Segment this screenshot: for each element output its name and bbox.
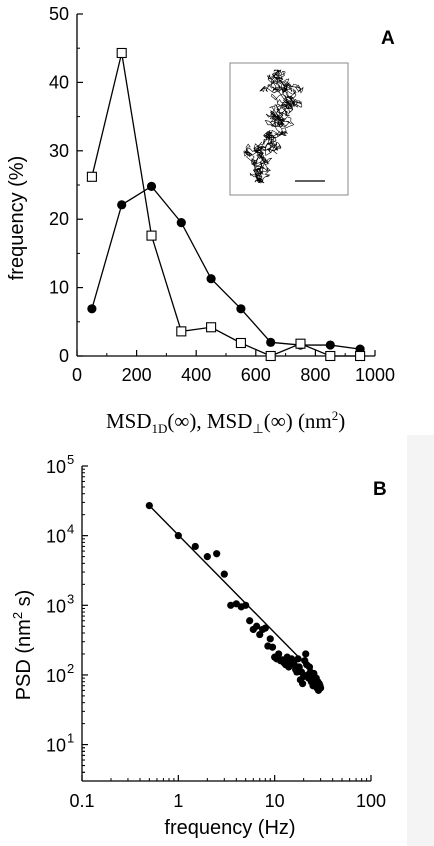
filled-circle-point — [176, 218, 186, 228]
filled-circle-point — [87, 304, 97, 314]
panel-b-data-point — [317, 684, 325, 692]
panel-b-data-point — [302, 650, 310, 658]
open-square-point — [206, 322, 217, 333]
panel-b-y-tick-exponent: 4 — [67, 522, 74, 537]
panel-a-letter: A — [381, 28, 395, 49]
panel-a-y-axis-title: frequency (%) — [6, 156, 28, 281]
trajectory-inset — [229, 62, 349, 196]
filled-circle-point — [236, 304, 246, 314]
panel-b-y-tick-exponent: 3 — [67, 591, 74, 606]
open-square-point — [325, 350, 336, 362]
panel-b-y-tick-label: 10 — [46, 596, 66, 616]
panel-b-points — [145, 502, 325, 694]
open-square-series-line — [91, 52, 361, 357]
filled-circle-point — [117, 200, 127, 210]
panel-a-x-ticks: 0 200 400 600 800 1000 — [72, 350, 395, 385]
filled-circle-point — [325, 340, 335, 350]
open-square-point — [235, 337, 246, 349]
panel-b-y-tick-label: 10 — [46, 736, 66, 756]
panel-a-y-tick-label: 0 — [59, 346, 69, 366]
panel-b-data-point — [145, 502, 153, 510]
panel-a-y-tick-label: 40 — [49, 72, 69, 92]
panel-b-data-point — [220, 570, 228, 578]
panel-a-x-tick-label: 600 — [241, 365, 271, 385]
panel-b-data-point — [242, 601, 250, 609]
panel-b-data-point — [266, 635, 274, 643]
panel-b-x-tick-label: 10 — [265, 791, 285, 811]
open-square-point — [146, 230, 157, 241]
panel-a-y-tick-label: 10 — [49, 278, 69, 298]
panel-a-x-tick-label: 0 — [72, 365, 82, 385]
panel-b-data-point — [275, 650, 283, 658]
panel-b-y-tick-label: 10 — [46, 527, 66, 547]
panel-a: 0 200 400 600 800 1000 0 10 20 30 40 50 A frequenc… — [6, 4, 395, 436]
panel-b-data-point — [261, 624, 269, 632]
panel-b-data-point — [213, 550, 221, 558]
open-square-point — [265, 350, 276, 362]
filled-circle-point — [206, 274, 216, 284]
panel-a-x-tick-label: 800 — [300, 365, 330, 385]
panel-b-x-axis-title: frequency (Hz) — [164, 817, 295, 839]
panel-a-y-tick-label: 20 — [49, 209, 69, 229]
panel-b-data-point — [174, 532, 182, 540]
filled-circle-point — [146, 181, 157, 191]
panel-b-y-tick-label: 10 — [46, 666, 66, 686]
panel-b-letter: B — [373, 479, 387, 500]
panel-b-fit-line-group — [148, 505, 319, 677]
panel-b-y-tick-exponent: 1 — [67, 731, 74, 746]
panel-b-data-point — [253, 622, 261, 630]
panel-a-y-tick-label: 50 — [49, 4, 69, 24]
right-background-strip — [407, 435, 434, 846]
open-square-point — [355, 350, 366, 362]
panel-b-y-axis-title: PSD (nm2 s) — [10, 590, 35, 701]
panel-b-y-tick-label: 10 — [46, 457, 66, 477]
panel-b-data-point — [227, 601, 235, 609]
panel-b-fit-line — [148, 505, 319, 677]
panel-a-x-tick-label: 200 — [122, 365, 152, 385]
panel-a-y-tick-label: 30 — [49, 141, 69, 161]
panel-b-y-tick-exponent: 2 — [67, 661, 74, 676]
filled-circle-series-line — [91, 185, 361, 350]
panel-b-axes — [81, 466, 371, 782]
panel-b-x-tick-label: 0.1 — [69, 791, 94, 811]
trajectory-path — [243, 69, 304, 184]
panel-a-x-tick-label: 1000 — [355, 365, 395, 385]
panel-b-data-point — [294, 655, 302, 663]
panel-b-data-point — [203, 553, 211, 561]
panel-b-x-tick-label: 1 — [173, 791, 183, 811]
panel-b-data-point — [246, 617, 254, 625]
open-square-point — [86, 171, 97, 182]
panel-a-x-axis-title: MSD1D(∞), MSD⊥(∞) (nm2) — [106, 408, 345, 436]
open-square-point — [176, 326, 187, 337]
open-square-point — [116, 47, 127, 59]
panel-a-y-ticks: 0 10 20 30 40 50 — [49, 4, 83, 366]
panel-b-x-tick-label: 100 — [356, 791, 386, 811]
panel-b-data-point — [268, 643, 277, 651]
filled-circle-point — [266, 337, 276, 347]
panel-b-data-point — [191, 542, 199, 551]
open-square-point — [295, 338, 306, 349]
panel-a-series — [86, 47, 366, 362]
panel-b-x-ticks: 0.1 1 10 100 — [69, 775, 386, 811]
panel-b-y-tick-exponent: 5 — [67, 452, 74, 467]
panel-a-x-tick-label: 400 — [181, 365, 211, 385]
panel-b-data-point — [299, 680, 307, 688]
